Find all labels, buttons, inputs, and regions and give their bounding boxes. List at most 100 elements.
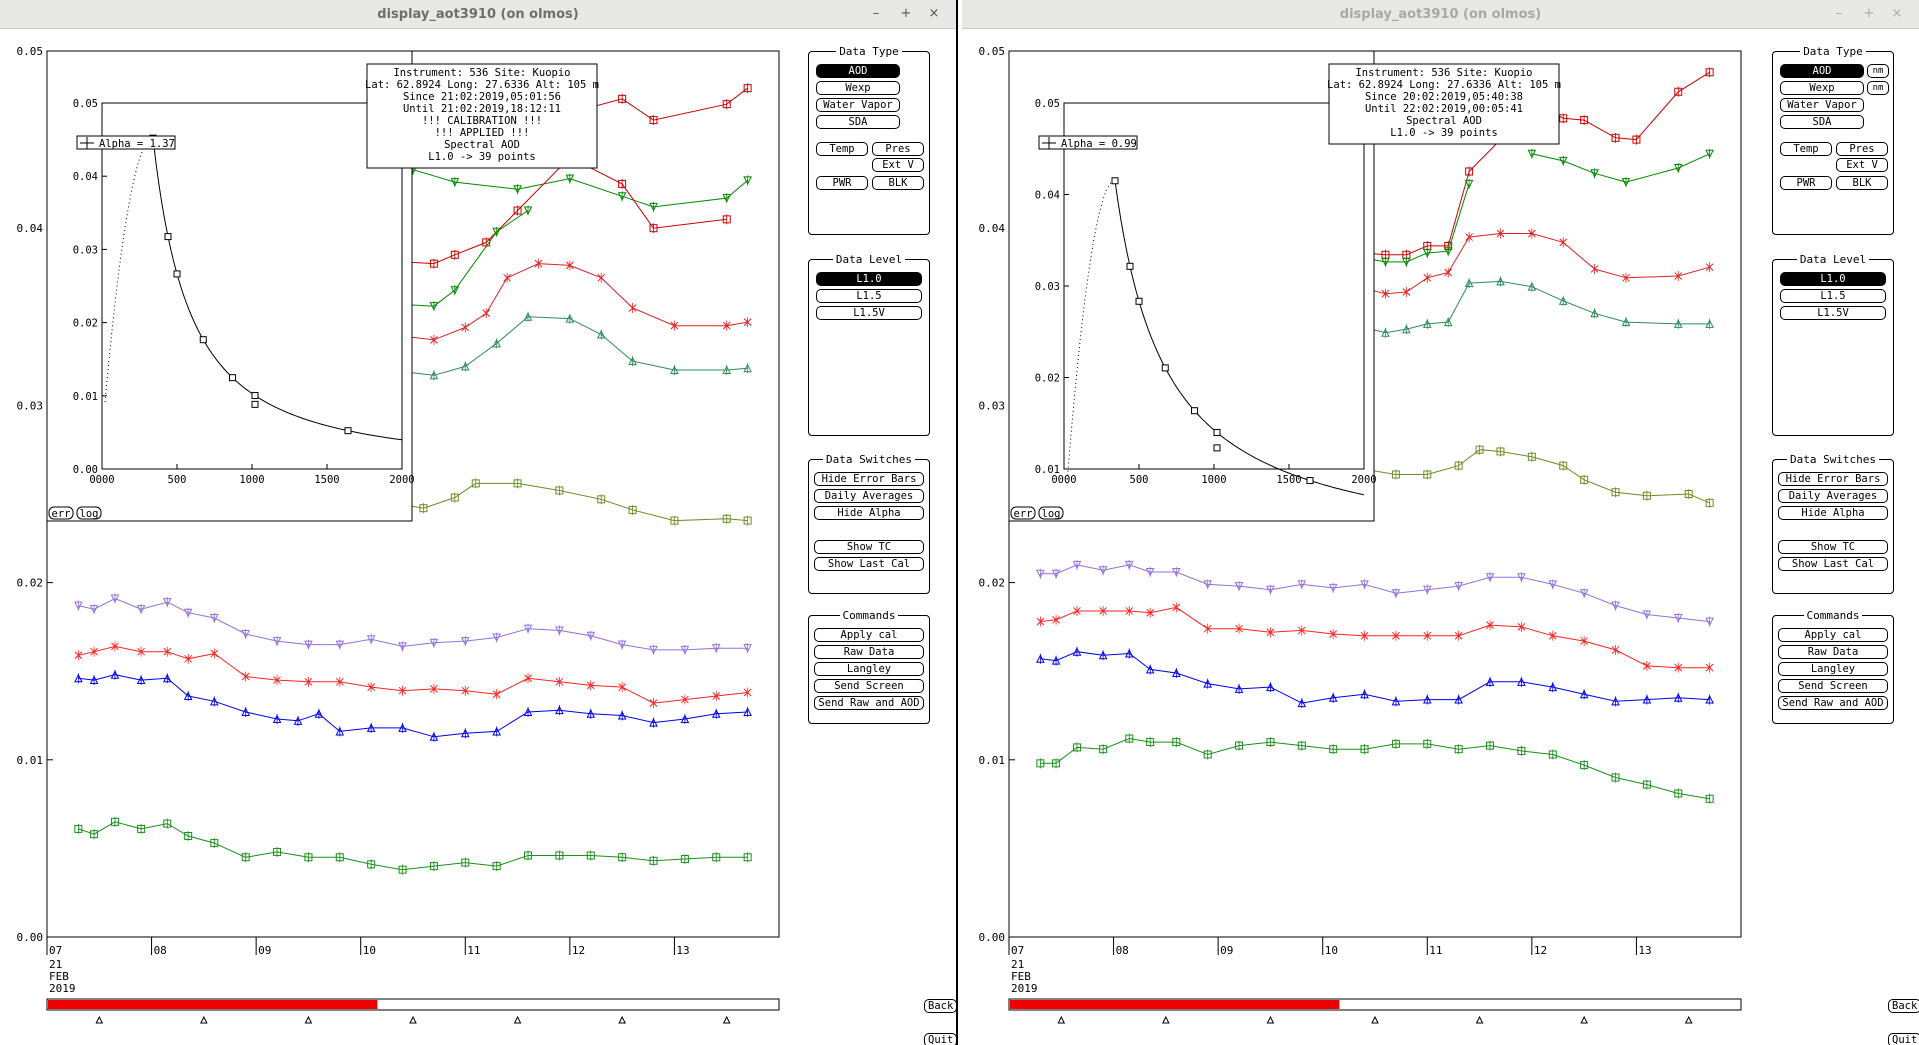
data-level-l10-button[interactable]: L1.0	[816, 272, 922, 286]
show-last-cal-button[interactable]: Show Last Cal	[1778, 557, 1888, 571]
series-line	[1531, 153, 1710, 183]
close-icon[interactable]: ×	[928, 6, 940, 21]
control-panel: Data Type AOD Wexp Water Vapor SDA nm nm Temp Pr…	[1772, 0, 1919, 1045]
maximize-icon[interactable]: +	[1863, 6, 1875, 21]
y-tick-label: 0.03	[979, 399, 1006, 412]
unit-nm-button[interactable]: nm	[1867, 64, 1889, 78]
data-type-sda-button[interactable]: SDA	[1780, 115, 1864, 129]
send-screen-button[interactable]: Send Screen	[814, 679, 924, 693]
info-line: L1.0 -> 39 points	[1390, 127, 1497, 139]
send-screen-button[interactable]: Send Screen	[1778, 679, 1888, 693]
hide-error-bars-button[interactable]: Hide Error Bars	[1778, 472, 1888, 486]
show-tc-button[interactable]: Show TC	[814, 540, 924, 554]
send-raw-and-aod-button[interactable]: Send Raw and AOD	[814, 696, 924, 710]
window-left: display_aot3910 (on olmos) – + × 0.00 0.0…	[0, 0, 958, 1045]
langley-button[interactable]: Langley	[1778, 662, 1888, 676]
x-tick-label: 13	[1638, 944, 1651, 957]
err-label: err	[52, 508, 71, 520]
quit-button[interactable]: Quit	[1888, 1033, 1919, 1045]
data-type-wexp-button[interactable]: Wexp	[1780, 81, 1864, 95]
data-series	[1360, 228, 1714, 299]
temp-button[interactable]: Temp	[1780, 142, 1832, 156]
data-type-water-vapor-button[interactable]: Water Vapor	[816, 98, 900, 112]
langley-button[interactable]: Langley	[814, 662, 924, 676]
data-series	[398, 152, 731, 269]
hide-error-bars-button[interactable]: Hide Error Bars	[814, 472, 924, 486]
day-marker-icon	[95, 1015, 104, 1024]
data-level-l15-button[interactable]: L1.5	[1780, 289, 1886, 303]
raw-data-button[interactable]: Raw Data	[814, 645, 924, 659]
pwr-button[interactable]: PWR	[1780, 176, 1832, 190]
inset-y-label: 0.04	[73, 171, 98, 183]
ext-v-button[interactable]: Ext V	[1836, 158, 1888, 172]
info-line: Since 20:02:2019,05:40:38	[1365, 91, 1523, 103]
pwr-button[interactable]: PWR	[816, 176, 868, 190]
data-type-wexp-button[interactable]: Wexp	[816, 81, 900, 95]
data-type-sda-button[interactable]: SDA	[816, 115, 900, 129]
hide-alpha-button[interactable]: Hide Alpha	[814, 506, 924, 520]
inset-point	[1213, 429, 1221, 437]
data-level-l15-button[interactable]: L1.5	[816, 289, 922, 303]
info-line: Lat: 62.8924 Long: 27.6336 Alt: 105 m	[365, 79, 599, 91]
maximize-icon[interactable]: +	[900, 6, 912, 21]
day-marker-icon	[1057, 1015, 1066, 1024]
inset-y-label: 0.05	[1035, 98, 1060, 110]
data-level-panel: Data Level L1.0 L1.5 L1.5V	[808, 253, 930, 436]
y-tick-label: 0.05	[979, 45, 1006, 58]
show-last-cal-button[interactable]: Show Last Cal	[814, 557, 924, 571]
day-marker-icon	[513, 1015, 522, 1024]
dotted-curve	[1066, 180, 1116, 484]
info-line: Lat: 62.8924 Long: 27.6336 Alt: 105 m	[1327, 79, 1561, 91]
send-raw-and-aod-button[interactable]: Send Raw and AOD	[1778, 696, 1888, 710]
inset-point	[173, 270, 181, 278]
y-tick-label: 0.04	[17, 222, 44, 235]
fit-curve	[152, 138, 403, 441]
info-line: Until 22:02:2019,00:05:41	[1365, 103, 1523, 115]
fit-curve	[1114, 180, 1365, 496]
data-series	[1036, 559, 1714, 627]
data-type-aod-button[interactable]: AOD	[1780, 64, 1864, 78]
inset-y-label: 0.02	[1035, 373, 1060, 385]
minimize-icon[interactable]: –	[1835, 6, 1843, 21]
data-level-panel: Data Level L1.0 L1.5 L1.5V	[1772, 253, 1894, 436]
y-tick-label: 0.02	[17, 577, 44, 590]
hide-alpha-button[interactable]: Hide Alpha	[1778, 506, 1888, 520]
daily-averages-button[interactable]: Daily Averages	[1778, 489, 1888, 503]
show-tc-button[interactable]: Show TC	[1778, 540, 1888, 554]
data-level-l15v-button[interactable]: L1.5V	[816, 306, 922, 320]
window-title: display_aot3910 (on olmos)	[1339, 7, 1542, 22]
info-line: Spectral AOD	[1406, 115, 1482, 127]
date-label: FEB	[1011, 970, 1031, 983]
quit-button[interactable]: Quit	[924, 1033, 956, 1045]
apply-cal-button[interactable]: Apply cal	[814, 628, 924, 642]
data-type-water-vapor-button[interactable]: Water Vapor	[1780, 98, 1864, 112]
raw-data-button[interactable]: Raw Data	[1778, 645, 1888, 659]
pres-button[interactable]: Pres	[1836, 142, 1888, 156]
pres-button[interactable]: Pres	[872, 142, 924, 156]
alpha-icon	[80, 137, 94, 149]
inset-point	[164, 233, 172, 241]
titlebar[interactable]: display_aot3910 (on olmos) – + ×	[0, 0, 956, 29]
inset-point	[229, 374, 236, 382]
close-icon[interactable]: ×	[1891, 6, 1903, 21]
data-type-aod-button[interactable]: AOD	[816, 64, 900, 78]
back-button[interactable]: Back	[1888, 999, 1919, 1013]
blk-button[interactable]: BLK	[872, 176, 924, 190]
inset-y-label: 0.04	[1035, 190, 1060, 202]
data-level-l10-button[interactable]: L1.0	[1780, 272, 1886, 286]
blk-button[interactable]: BLK	[1836, 176, 1888, 190]
temp-button[interactable]: Temp	[816, 142, 868, 156]
commands-panel: Commands Apply cal Raw Data Langley Send Scr…	[1772, 609, 1894, 724]
daily-averages-button[interactable]: Daily Averages	[814, 489, 924, 503]
data-level-l15v-button[interactable]: L1.5V	[1780, 306, 1886, 320]
alpha-box	[76, 135, 176, 150]
apply-cal-button[interactable]: Apply cal	[1778, 628, 1888, 642]
minimize-icon[interactable]: –	[872, 6, 880, 21]
unit-nm-button[interactable]: nm	[1867, 81, 1889, 95]
back-button[interactable]: Back	[924, 999, 956, 1013]
titlebar[interactable]: display_aot3910 (on olmos) – + ×	[962, 0, 1919, 29]
data-type-panel: Data Type AOD Wexp Water Vapor SDA Temp Pres Ex…	[808, 45, 930, 235]
ext-v-button[interactable]: Ext V	[872, 158, 924, 172]
series-line	[402, 263, 748, 341]
inset-y-label: 0.05	[73, 98, 98, 110]
